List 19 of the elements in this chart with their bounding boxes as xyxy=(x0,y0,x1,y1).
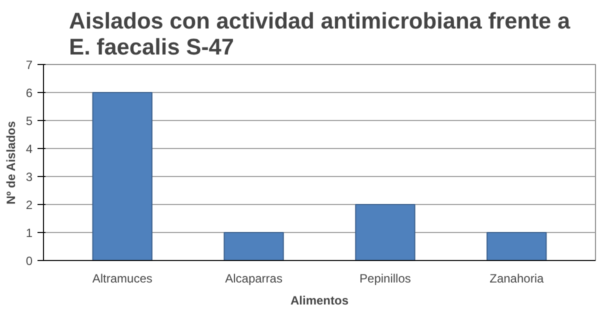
y-tick-label: 2 xyxy=(26,198,33,212)
y-tick-label: 1 xyxy=(26,226,33,240)
y-tick-label: 7 xyxy=(26,58,33,72)
y-tick-label: 0 xyxy=(26,254,33,268)
y-tick-label: 5 xyxy=(26,114,33,128)
y-axis-title: Nº de Aislados xyxy=(4,120,18,204)
x-tick-label: Zanahoria xyxy=(490,272,544,286)
x-tick-label: Alcaparras xyxy=(225,272,282,286)
chart-title: Aislados con actividad antimicrobiana frente a E. faecalis S-47 xyxy=(68,8,570,60)
bar xyxy=(224,232,284,260)
bar xyxy=(486,232,547,260)
x-tick-label: Pepinillos xyxy=(360,272,411,286)
y-tick-label: 6 xyxy=(26,86,33,100)
x-tick-label: Altramuces xyxy=(92,272,152,286)
y-tick-label: 3 xyxy=(26,170,33,184)
bar xyxy=(355,204,416,260)
x-axis-title: Alimentos xyxy=(290,294,349,308)
y-tick-label: 4 xyxy=(26,142,33,156)
bar xyxy=(92,92,152,260)
